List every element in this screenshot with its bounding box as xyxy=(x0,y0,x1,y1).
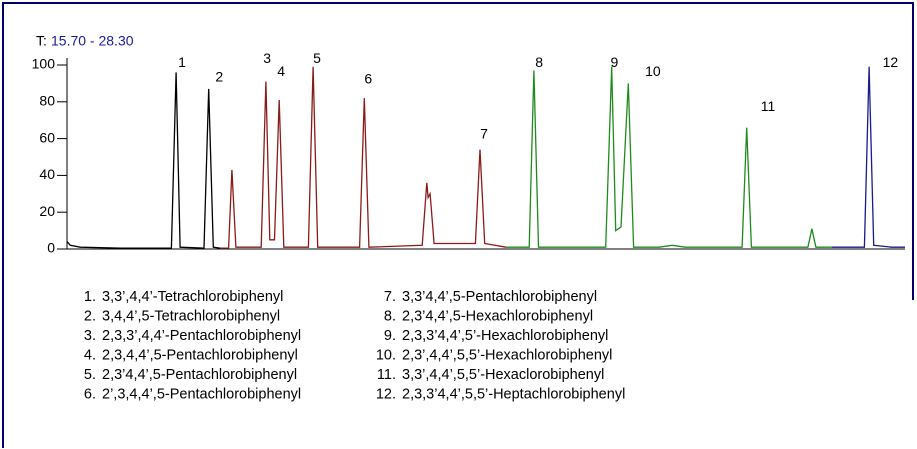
peak-label: 3 xyxy=(263,50,271,66)
peak-label: 11 xyxy=(761,98,776,114)
trace xyxy=(220,66,507,249)
compound-name: 3,3’,4,4’,5,5’-Hexaclorobiphenyl xyxy=(402,367,604,383)
compound-number: 8. xyxy=(384,308,396,324)
compound-number: 12. xyxy=(376,386,396,402)
compound-number: 4. xyxy=(84,347,96,363)
peak-label: 10 xyxy=(645,63,661,79)
peak-label: 7 xyxy=(480,126,488,142)
trace xyxy=(831,66,905,248)
compound-number: 6. xyxy=(84,386,96,402)
compound-name: 2,3’4,4’,5-Hexachlorobiphenyl xyxy=(402,308,593,324)
compound-number: 2. xyxy=(84,308,96,324)
peak-label: 8 xyxy=(535,54,543,70)
trace xyxy=(66,72,221,249)
compound-name: 3,3’,4,4’-Tetrachlorobiphenyl xyxy=(102,289,283,305)
peak-label: 4 xyxy=(277,63,285,79)
time-label: T: xyxy=(36,33,47,49)
compound-name: 2,3,3’4,4’,5,5’-Heptachlorobiphenyl xyxy=(402,386,625,402)
compound-name: 2,3,3’,4,4’-Pentachlorobiphenyl xyxy=(102,328,301,344)
peak-label: 9 xyxy=(610,54,618,70)
compound-number: 1. xyxy=(84,289,96,305)
compound-name: 2,3’,4,4’,5,5’-Hexachlorobiphenyl xyxy=(402,347,612,363)
compound-number: 7. xyxy=(384,289,396,305)
y-tick-label: 100 xyxy=(32,56,56,72)
compound-number: 10. xyxy=(376,347,396,363)
y-tick-label: 20 xyxy=(39,203,55,219)
compound-name: 2,3,4,4’,5-Pentachlorobiphenyl xyxy=(102,347,298,363)
compound-number: 5. xyxy=(84,367,96,383)
compound-name: 2,3’4,4’,5-Pentachlorobiphenyl xyxy=(102,367,297,383)
compound-number: 9. xyxy=(384,328,396,344)
y-tick-label: 80 xyxy=(39,93,55,109)
y-tick-label: 0 xyxy=(47,240,55,256)
peak-label: 6 xyxy=(364,70,372,86)
trace xyxy=(506,66,832,248)
compound-name: 2’,3,4,4’,5-Pentachlorobiphenyl xyxy=(102,386,301,402)
compound-number: 11. xyxy=(377,367,396,383)
time-range: 15.70 - 28.30 xyxy=(51,33,134,49)
compound-name: 2,3,3’4,4’,5’-Hexachlorobiphenyl xyxy=(402,328,608,344)
y-tick-label: 40 xyxy=(39,166,55,182)
peak-label: 12 xyxy=(883,54,899,70)
peak-label: 1 xyxy=(178,54,186,70)
peak-label: 2 xyxy=(215,69,223,85)
compound-name: 3,3’4,4’,5-Pentachlorobiphenyl xyxy=(402,289,597,305)
compound-name: 3,4,4’,5-Tetrachlorobiphenyl xyxy=(102,308,280,324)
peak-label: 5 xyxy=(313,50,321,66)
y-tick-label: 60 xyxy=(39,129,55,145)
compound-number: 3. xyxy=(84,328,96,344)
